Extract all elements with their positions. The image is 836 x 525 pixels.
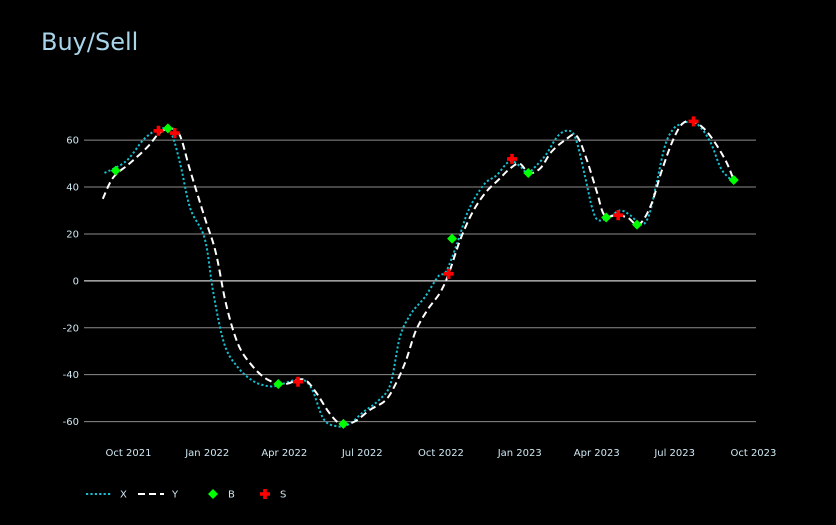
- sell-marker: [613, 210, 624, 221]
- chart-title: Buy/Sell: [41, 28, 138, 56]
- sell-marker: [293, 376, 304, 387]
- legend-item-b[interactable]: B: [208, 489, 235, 501]
- buy-marker: [447, 233, 458, 244]
- legend-label: B: [228, 490, 235, 501]
- buy-marker: [632, 219, 643, 230]
- y-tick-label: -60: [63, 417, 79, 428]
- legend-label: S: [280, 490, 286, 501]
- legend-diamond-icon: [208, 489, 218, 499]
- buy-marker: [338, 418, 349, 429]
- sell-marker: [507, 153, 518, 164]
- sell-marker: [688, 116, 699, 127]
- y-tick-label: 20: [66, 229, 79, 240]
- x-tick-label: Jul 2023: [653, 448, 695, 459]
- sell-marker: [169, 128, 180, 139]
- buy-marker: [601, 212, 612, 223]
- legend-item-s[interactable]: S: [260, 489, 286, 501]
- y-tick-label: -20: [63, 323, 79, 334]
- sell-marker: [443, 268, 454, 279]
- x-tick-label: Jan 2023: [497, 448, 542, 459]
- buy-marker: [162, 123, 173, 134]
- legend-item-x[interactable]: X: [86, 490, 127, 501]
- y-tick-labels: -60 -40 -20 0 20 40 60: [63, 136, 79, 428]
- sell-marker: [153, 125, 164, 136]
- y-tick-label: 0: [73, 276, 79, 287]
- x-tick-label: Apr 2022: [261, 448, 307, 459]
- legend-label: X: [120, 490, 127, 501]
- x-tick-label: Jan 2022: [184, 448, 229, 459]
- y-tick-label: -40: [63, 370, 79, 381]
- plot-area: [101, 116, 739, 429]
- x-tick-label: Oct 2023: [730, 448, 776, 459]
- x-tick-label: Jul 2022: [341, 448, 383, 459]
- y-tick-label: 40: [66, 183, 79, 194]
- buy-marker: [728, 175, 739, 186]
- series-line-x: [104, 120, 732, 428]
- x-tick-labels: Oct 2021 Jan 2022 Apr 2022 Jul 2022 Oct 2022…: [106, 448, 777, 459]
- legend-cross-icon: [260, 489, 270, 499]
- series-line-y: [101, 119, 734, 426]
- buy-marker: [523, 167, 534, 178]
- buy-marker: [273, 379, 284, 390]
- legend-item-y[interactable]: Y: [138, 490, 179, 501]
- x-tick-label: Apr 2023: [574, 448, 620, 459]
- x-tick-label: Oct 2022: [418, 448, 464, 459]
- x-tick-label: Oct 2021: [106, 448, 152, 459]
- buy-marker: [110, 165, 121, 176]
- y-tick-label: 60: [66, 136, 79, 147]
- legend-label: Y: [171, 490, 179, 501]
